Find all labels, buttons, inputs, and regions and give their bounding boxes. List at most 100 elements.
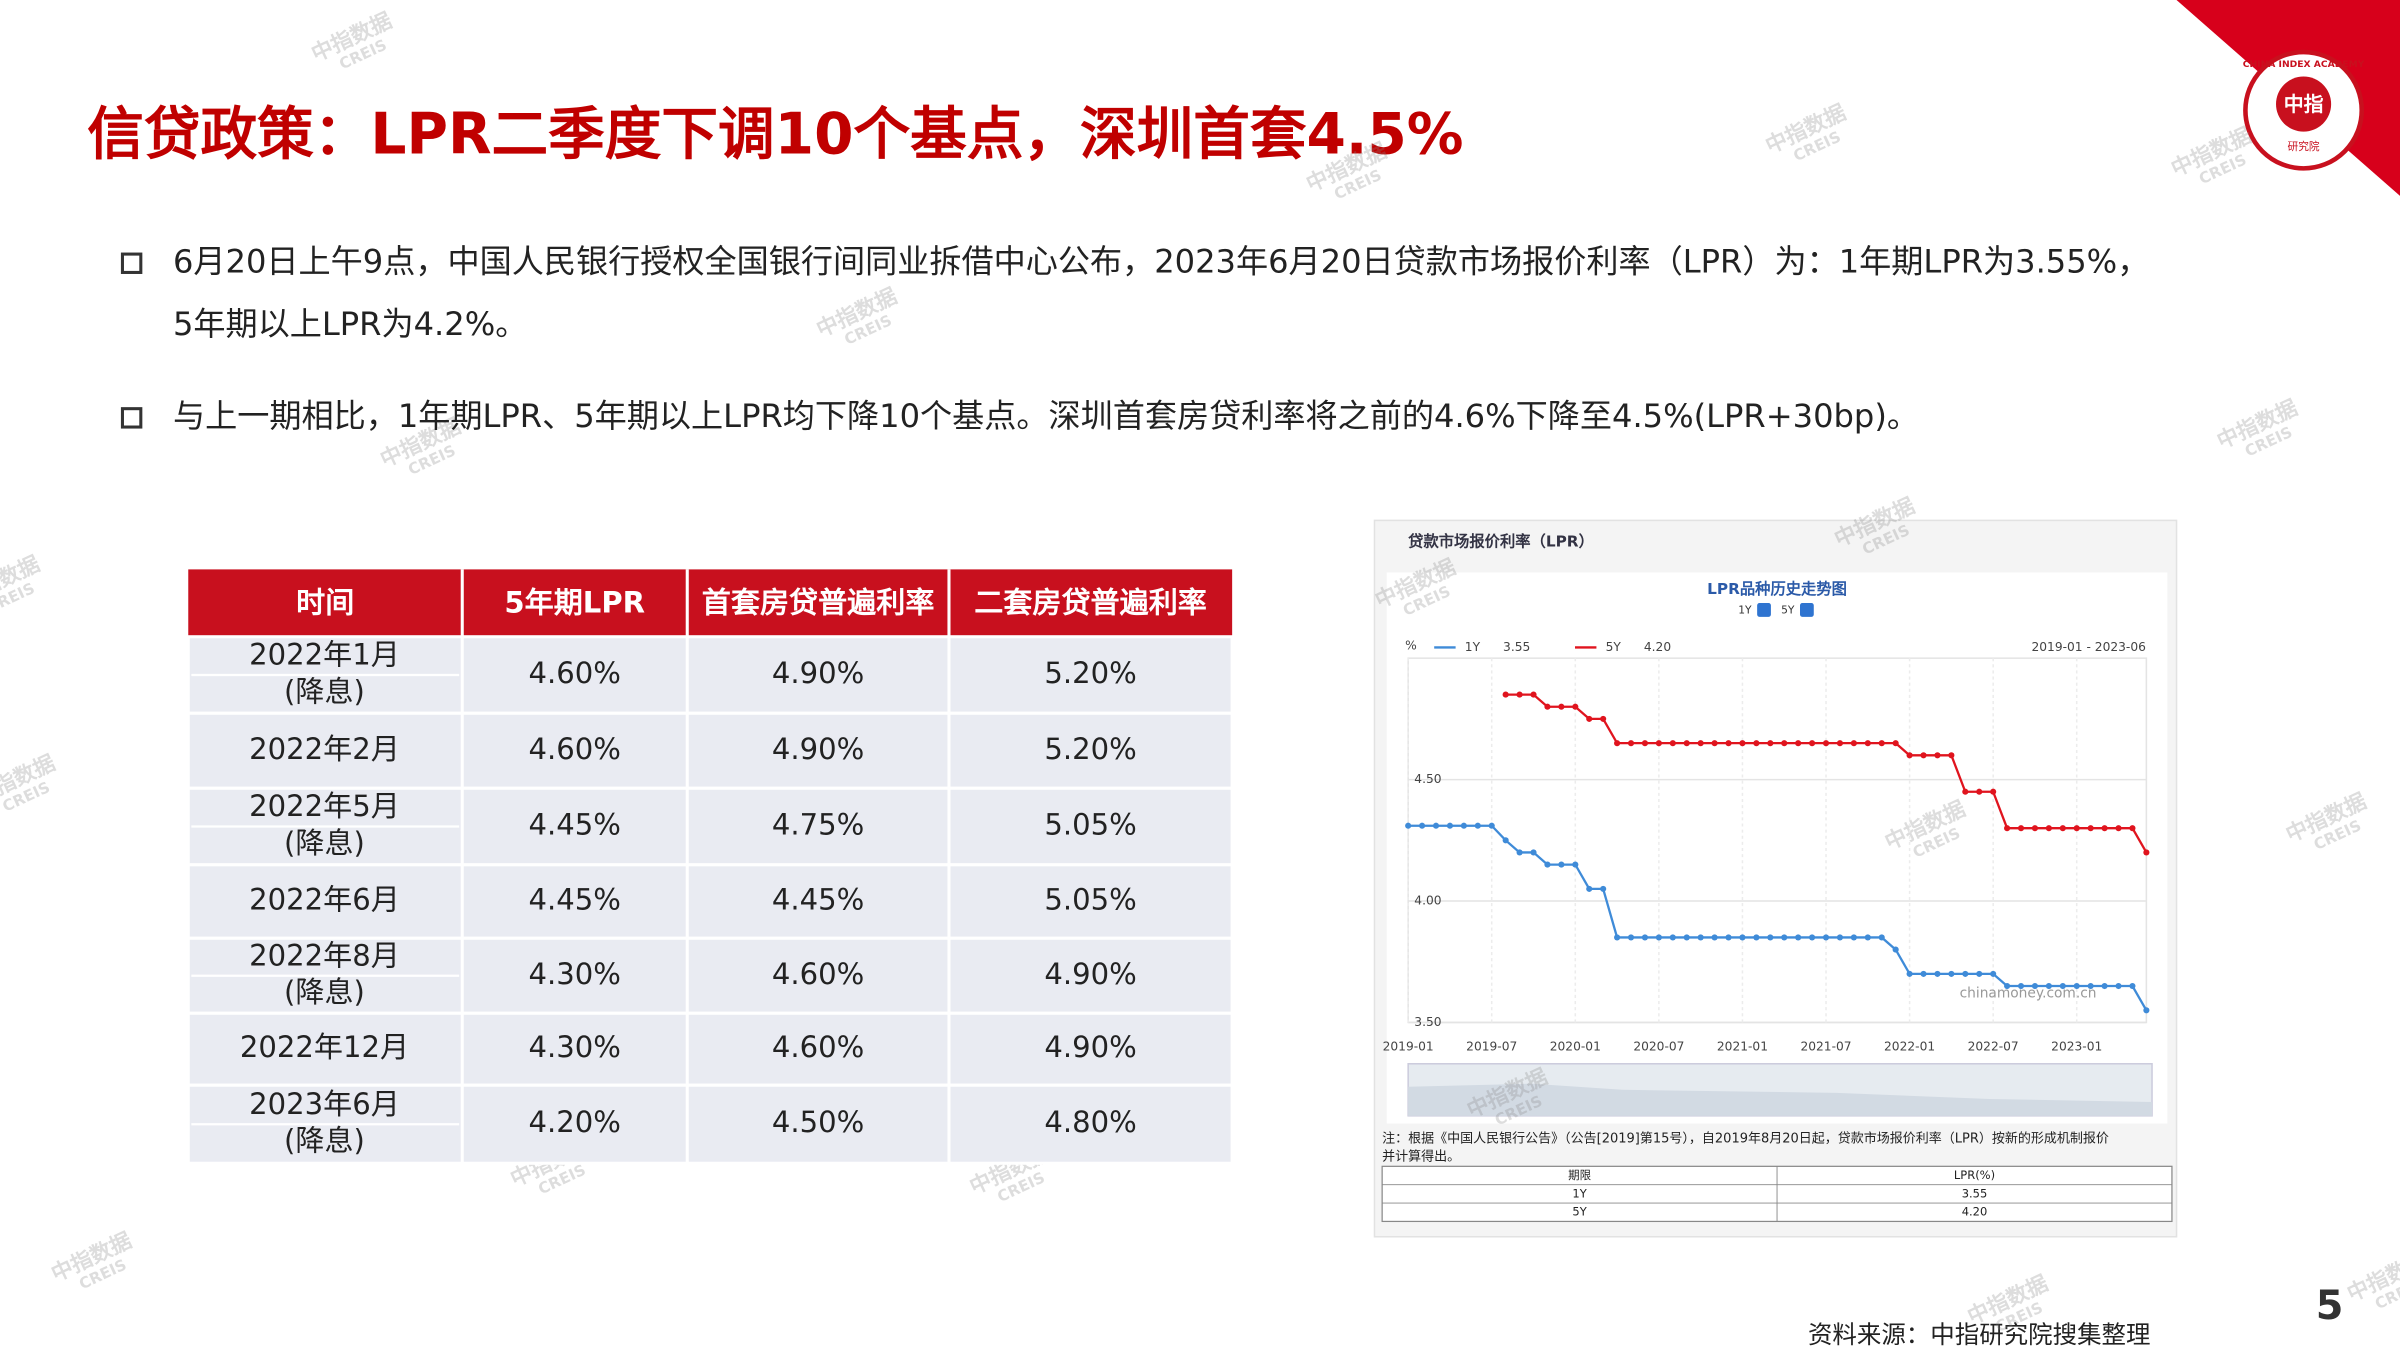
legend-value: 4.20 <box>1644 640 1671 654</box>
bullet-text: 6月20日上午9点，中国人民银行授权全国银行间同业拆借中心公布，2023年6月2… <box>173 242 2149 280</box>
data-point <box>1697 740 1704 747</box>
data-point <box>1460 822 1467 829</box>
data-point <box>1739 934 1746 941</box>
data-point <box>2073 982 2080 990</box>
x-tick-label: 2020-01 <box>1550 1039 1601 1053</box>
data-point <box>1892 740 1899 747</box>
data-point <box>1753 934 1760 941</box>
data-point <box>2101 982 2108 990</box>
data-point <box>1502 837 1509 844</box>
data-point <box>1990 970 1997 977</box>
data-point <box>2059 825 2066 832</box>
page-number: 5 <box>2316 1283 2344 1329</box>
data-point <box>2045 825 2052 832</box>
data-point <box>1850 934 1857 941</box>
toggle-checkbox[interactable] <box>1757 603 1771 617</box>
info-table-header: LPR(%) <box>1954 1168 1995 1182</box>
data-point <box>1948 970 1955 977</box>
data-point <box>1976 788 1983 795</box>
table-cell: 4.90% <box>1044 1030 1136 1064</box>
data-point <box>1906 970 1913 977</box>
data-point <box>2059 982 2066 990</box>
data-point <box>1600 715 1607 722</box>
x-tick-label: 2019-01 <box>1383 1039 1434 1053</box>
table-cell: 4.45% <box>529 808 621 842</box>
data-point <box>2004 825 2011 832</box>
table-cell: 4.30% <box>529 957 621 991</box>
data-point <box>2115 982 2122 990</box>
logo-sub: 研究院 <box>2288 140 2320 153</box>
logo-cn: 中指 <box>2284 93 2324 116</box>
data-point <box>2115 825 2122 832</box>
data-point <box>1572 861 1579 868</box>
table-row-bg <box>186 863 1234 940</box>
data-point <box>1683 934 1690 941</box>
x-tick-label: 2022-01 <box>1884 1039 1935 1053</box>
x-tick-label: 2022-07 <box>1968 1039 2019 1053</box>
data-point <box>1627 934 1635 941</box>
table-row-bg <box>186 1011 1234 1087</box>
data-point <box>1614 740 1621 747</box>
data-point <box>1627 740 1635 747</box>
table-cell: 5.20% <box>1044 656 1136 690</box>
table-cell: 2022年1月 <box>249 638 400 672</box>
table-header-cell: 时间 <box>296 586 354 620</box>
data-point <box>1600 885 1607 892</box>
data-point <box>2073 825 2080 832</box>
table-cell: 2022年5月 <box>249 789 400 823</box>
legend-value: 3.55 <box>1503 640 1530 654</box>
data-point <box>1767 740 1774 747</box>
data-point <box>1502 691 1509 698</box>
data-point <box>2031 982 2039 990</box>
info-table-cell: 1Y <box>1572 1186 1587 1200</box>
data-point <box>1934 970 1941 977</box>
table-cell: 4.60% <box>772 1030 864 1064</box>
table-cell: 5.05% <box>1044 883 1136 917</box>
table-cell: (降息) <box>284 674 365 708</box>
chart-area <box>1386 572 2168 1124</box>
data-point <box>1962 970 1969 977</box>
data-point <box>1739 740 1746 747</box>
table-cell: 4.90% <box>772 732 864 766</box>
data-point <box>1641 740 1649 747</box>
data-point <box>1432 822 1440 829</box>
data-point <box>2017 825 2025 832</box>
data-point <box>2143 849 2150 856</box>
data-point <box>1850 740 1857 747</box>
data-point <box>1767 934 1774 941</box>
data-point <box>1906 752 1913 759</box>
info-table-cell: 4.20 <box>1962 1205 1988 1219</box>
data-point <box>1725 934 1732 941</box>
data-point <box>2045 982 2052 990</box>
data-point <box>1446 822 1454 829</box>
table-cell: 5.20% <box>1044 732 1136 766</box>
logo-inner <box>2276 76 2332 132</box>
x-tick-label: 2023-01 <box>2051 1039 2102 1053</box>
data-point <box>1864 740 1871 747</box>
data-point <box>2087 982 2094 990</box>
data-point <box>1892 946 1899 953</box>
y-tick-label: 4.00 <box>1414 894 1441 908</box>
table-cell: 4.60% <box>772 957 864 991</box>
slide-title: 信贷政策：LPR二季度下调10个基点，深圳首套4.5% <box>87 101 1463 167</box>
data-point <box>1655 934 1662 941</box>
table-cell: 4.60% <box>529 732 621 766</box>
data-point <box>2143 1007 2150 1014</box>
info-table-header: 期限 <box>1568 1168 1591 1182</box>
data-point <box>1809 740 1816 747</box>
data-point <box>1544 703 1551 710</box>
data-point <box>1544 861 1551 868</box>
data-point <box>1586 885 1593 892</box>
bullet-marker <box>120 407 143 429</box>
data-point <box>1558 861 1565 868</box>
table-cell: 4.50% <box>772 1105 864 1139</box>
data-point <box>1948 752 1955 759</box>
table-cell: 5.05% <box>1044 808 1136 842</box>
table-cell: 2023年6月 <box>249 1087 400 1121</box>
y-tick-label: 3.50 <box>1414 1015 1441 1029</box>
toggle-checkbox[interactable] <box>1800 603 1814 617</box>
data-point <box>1419 822 1426 829</box>
data-point <box>1586 715 1593 722</box>
data-point <box>1405 822 1412 829</box>
data-point <box>1795 740 1802 747</box>
